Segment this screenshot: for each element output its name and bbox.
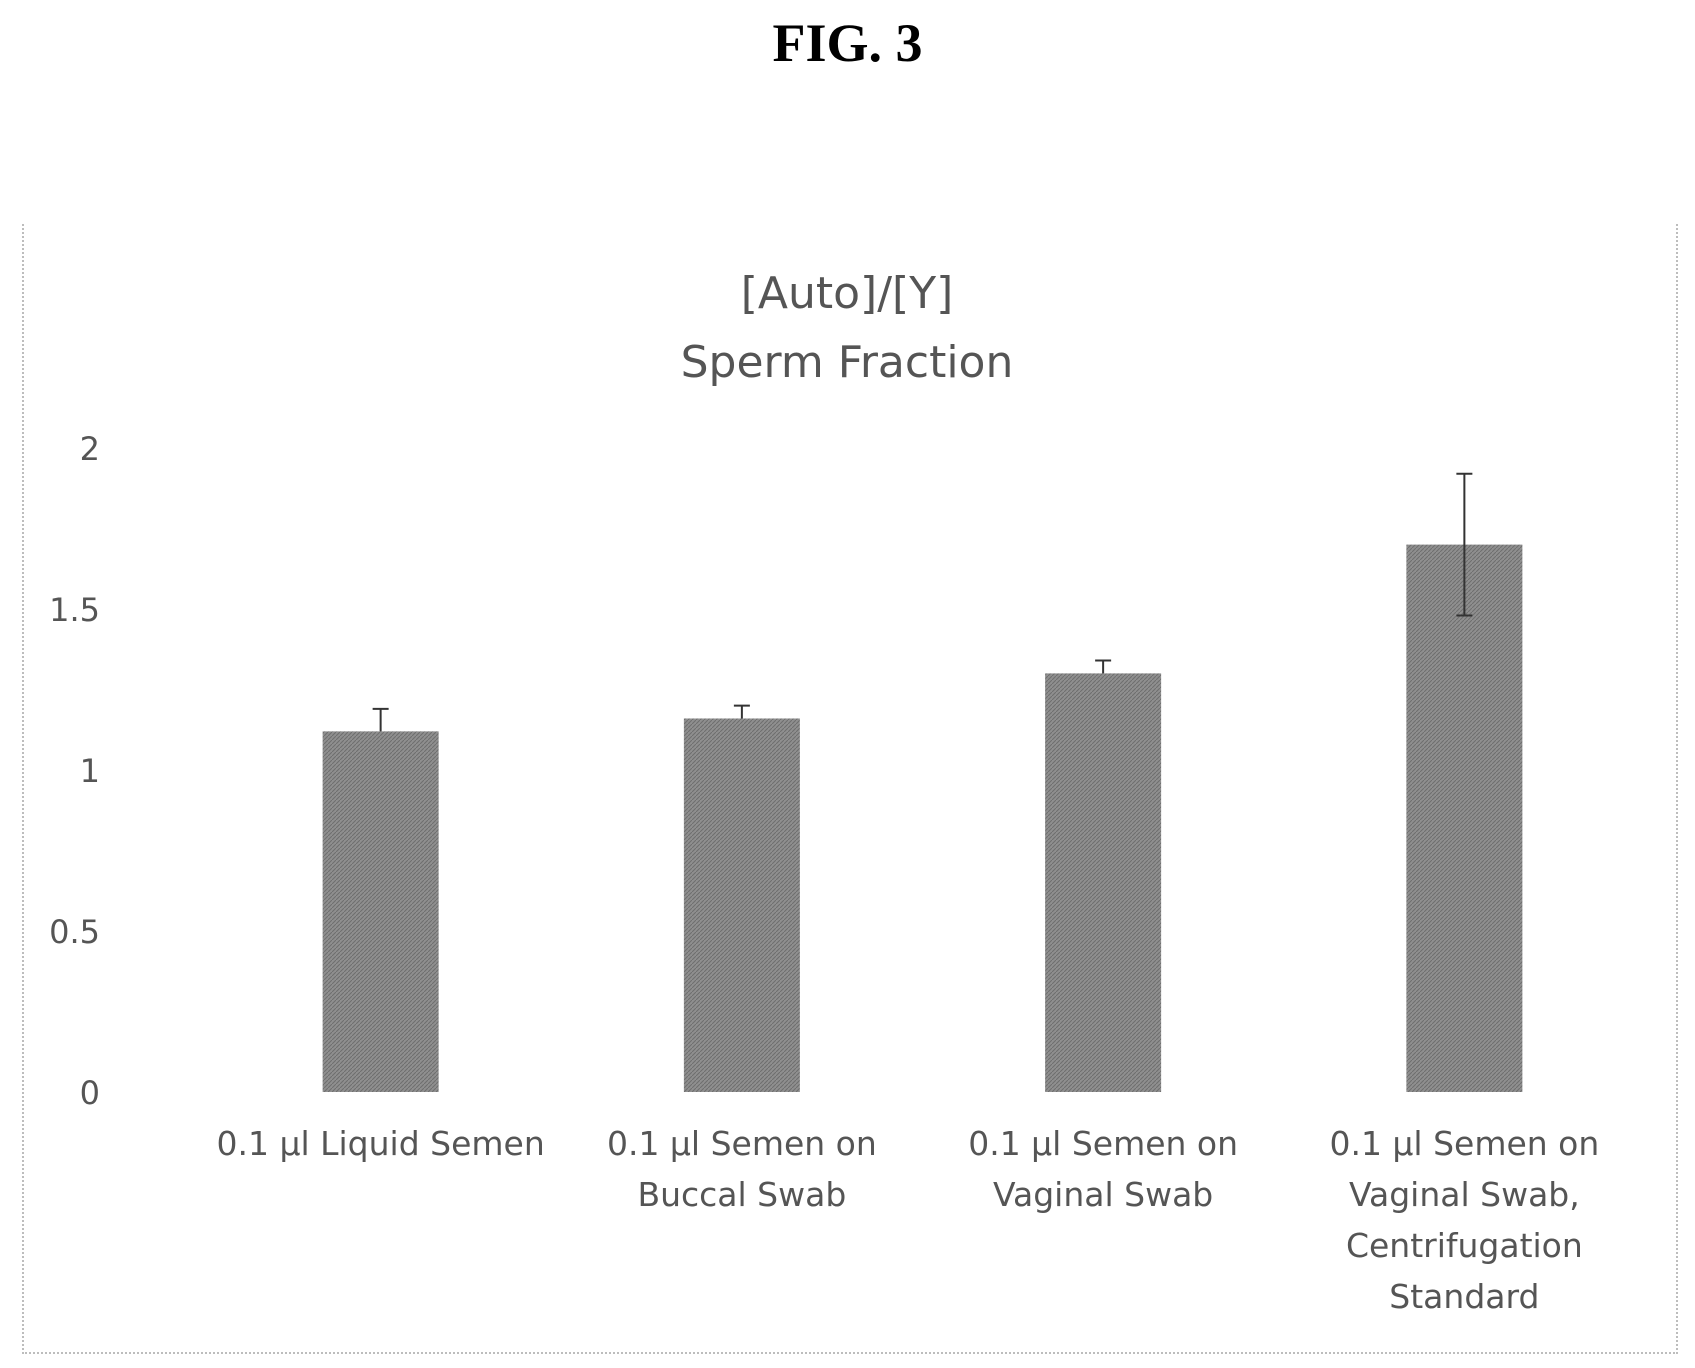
chart-title: [Auto]/[Y] (741, 268, 954, 319)
x-tick-label-line: Vaginal Swab, (1349, 1175, 1580, 1214)
error-bars (372, 472, 1473, 732)
x-tick-label: 0.1 µl Semen on Vaginal Swab, Centrifugati… (1329, 1124, 1599, 1316)
y-axis: 0 0.5 1 1.5 2 (49, 430, 100, 1112)
y-tick-label: 2 (80, 430, 100, 468)
chart-frame (22, 224, 1678, 1354)
x-tick-label: 0.1 µl Semen on Buccal Swab (607, 1124, 877, 1214)
bar (322, 731, 439, 1092)
bars (322, 544, 1523, 1092)
x-tick-label-line: Buccal Swab (637, 1175, 846, 1214)
bar (683, 718, 800, 1092)
y-tick-label: 1.5 (49, 591, 100, 629)
x-tick-label: 0.1 µl Liquid Semen (216, 1124, 544, 1163)
y-tick-label: 0 (80, 1074, 100, 1112)
figure-label: FIG. 3 (772, 13, 923, 73)
x-tick-label-line: Standard (1389, 1277, 1539, 1316)
x-axis: 0.1 µl Liquid Semen 0.1 µl Semen on Buccal… (216, 1124, 1599, 1316)
bar (1406, 544, 1523, 1092)
x-tick-label: 0.1 µl Semen on Vaginal Swab (968, 1124, 1238, 1214)
x-tick-label-line: 0.1 µl Semen on (968, 1124, 1238, 1163)
x-tick-label-line: 0.1 µl Semen on (607, 1124, 877, 1163)
bar (1045, 673, 1162, 1092)
y-tick-label: 0.5 (49, 913, 100, 951)
x-tick-label-line: Vaginal Swab (993, 1175, 1213, 1214)
x-tick-label-line: Centrifugation (1346, 1226, 1583, 1265)
y-tick-label: 1 (80, 752, 100, 790)
x-tick-label-line: 0.1 µl Semen on (1329, 1124, 1599, 1163)
chart-subtitle: Sperm Fraction (681, 337, 1014, 388)
x-tick-label-line: 0.1 µl Liquid Semen (216, 1124, 544, 1163)
